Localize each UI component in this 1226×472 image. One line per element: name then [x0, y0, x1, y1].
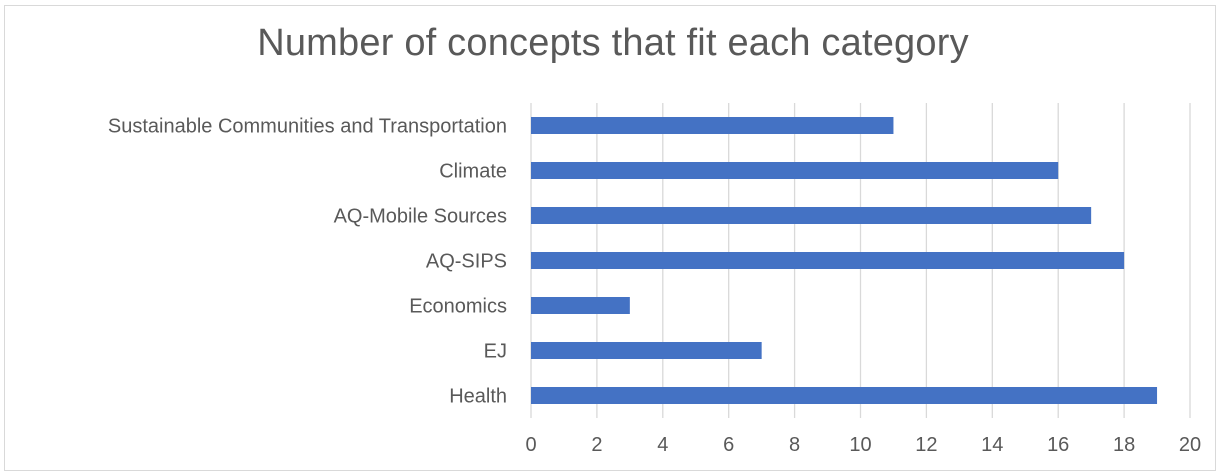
bar-aq-sips: [531, 252, 1125, 269]
chart-title: Number of concepts that fit each categor…: [257, 22, 969, 64]
x-tick-label: 16: [1047, 434, 1069, 456]
x-tick-label: 12: [915, 434, 937, 456]
bar-sustainable-communities-and-transportation: [531, 117, 894, 134]
bar-economics: [531, 297, 630, 314]
category-label: Economics: [409, 296, 507, 318]
bar-layer: [531, 117, 1158, 404]
x-tick-label: 0: [525, 434, 536, 456]
bar-health: [531, 387, 1158, 404]
category-label: AQ-Mobile Sources: [334, 206, 507, 228]
category-label: Health: [449, 386, 507, 408]
bar-aq-mobile-sources: [531, 207, 1092, 224]
x-tick-label: 8: [789, 434, 800, 456]
category-labels: Sustainable Communities and Transportati…: [108, 116, 507, 408]
x-tick-label: 10: [849, 434, 871, 456]
category-label: Sustainable Communities and Transportati…: [108, 116, 507, 138]
x-tick-label: 6: [723, 434, 734, 456]
x-tick-labels: 0 2 4 6 8 10 12 14 16 18 20: [525, 434, 1201, 456]
bar-ej: [531, 342, 762, 359]
x-tick-label: 18: [1113, 434, 1135, 456]
x-tick-label: 20: [1179, 434, 1201, 456]
x-tick-label: 2: [591, 434, 602, 456]
x-tick-label: 14: [981, 434, 1003, 456]
bar-climate: [531, 162, 1059, 179]
category-label: AQ-SIPS: [426, 251, 507, 273]
x-tick-label: 4: [657, 434, 668, 456]
category-label: EJ: [484, 341, 507, 363]
category-label: Climate: [439, 161, 507, 183]
